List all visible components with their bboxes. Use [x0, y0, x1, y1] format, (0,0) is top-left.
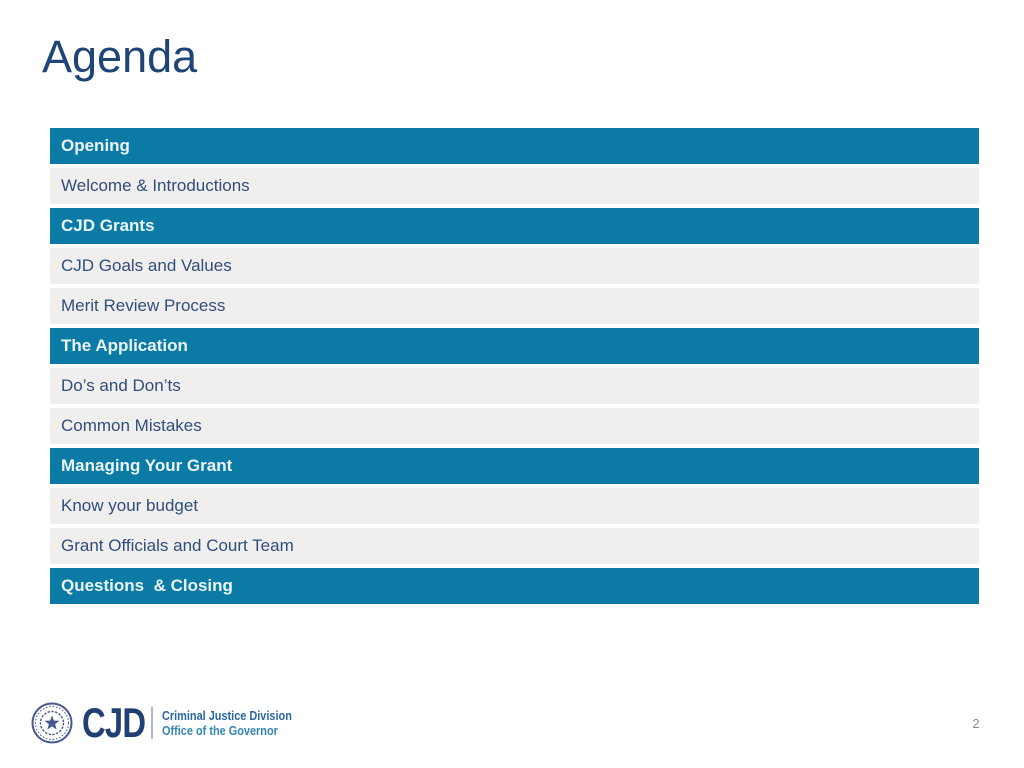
- agenda-section-header: Opening: [50, 128, 979, 164]
- agenda-section-header: Managing Your Grant: [50, 448, 979, 484]
- agenda-section-header: The Application: [50, 328, 979, 364]
- logo-office-name: Office of the Governor: [162, 723, 278, 738]
- agenda-item: Merit Review Process: [50, 288, 979, 324]
- logo-acronym: CJD: [82, 699, 146, 746]
- agenda-item: Do’s and Don’ts: [50, 368, 979, 404]
- agenda-row-label: Opening: [61, 136, 130, 155]
- agenda-section-header: Questions & Closing: [50, 568, 979, 604]
- agenda-item: Know your budget: [50, 488, 979, 524]
- page-number: 2: [972, 716, 980, 731]
- agenda-row-label: Merit Review Process: [61, 296, 226, 315]
- agenda-row-label: Know your budget: [61, 496, 199, 515]
- agenda-row-label: Common Mistakes: [61, 416, 202, 435]
- agenda-table: Opening Welcome & Introductions CJD Gran…: [50, 128, 979, 608]
- logo-text-block: Criminal Justice Division Office of the …: [162, 708, 292, 738]
- logo-divider: [151, 707, 154, 739]
- agenda-row-label: CJD Goals and Values: [61, 256, 232, 275]
- agenda-row-label: Managing Your Grant: [61, 456, 233, 475]
- agenda-section-header: CJD Grants: [50, 208, 979, 244]
- agenda-row-label: Grant Officials and Court Team: [61, 536, 294, 555]
- agenda-item: Welcome & Introductions: [50, 168, 979, 204]
- page-title: Agenda: [42, 31, 198, 82]
- agenda-row-label: Questions & Closing: [61, 576, 233, 595]
- agenda-row-label: Welcome & Introductions: [61, 176, 250, 195]
- agenda-row-label: CJD Grants: [61, 216, 155, 235]
- texas-state-seal-icon: [31, 702, 73, 744]
- agenda-item: Grant Officials and Court Team: [50, 528, 979, 564]
- logo-division-name: Criminal Justice Division: [162, 708, 292, 723]
- agenda-item: Common Mistakes: [50, 408, 979, 444]
- org-logo: CJD Criminal Justice Division Office of …: [31, 700, 317, 746]
- agenda-item: CJD Goals and Values: [50, 248, 979, 284]
- agenda-row-label: Do’s and Don’ts: [61, 376, 181, 395]
- agenda-row-label: The Application: [61, 336, 188, 355]
